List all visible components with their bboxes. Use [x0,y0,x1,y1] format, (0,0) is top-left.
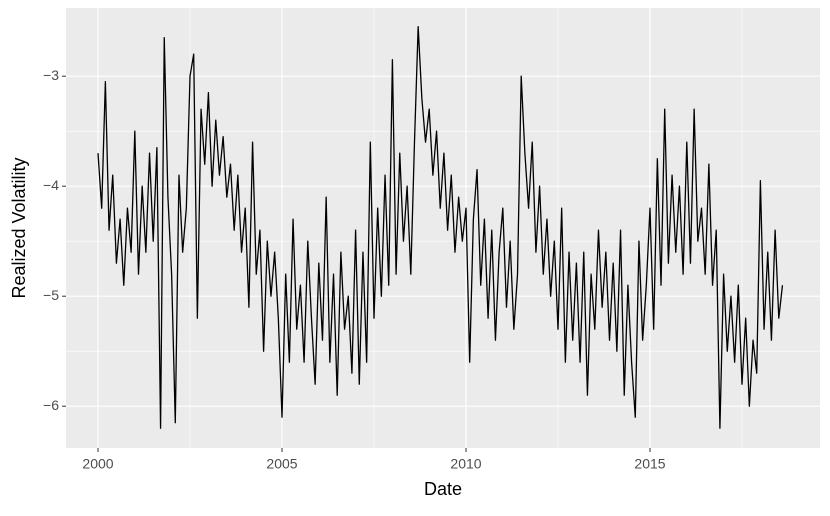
x-axis-title: Date [424,479,462,499]
y-tick-label: −5 [43,287,59,303]
x-tick-label: 2005 [266,456,297,472]
x-tick-label: 2010 [450,456,481,472]
x-tick-label: 2015 [634,456,665,472]
y-axis-title: Realized Volatility [9,157,29,298]
marks [97,26,784,429]
y-tick-label: −4 [43,177,59,193]
y-tick-label: −6 [43,397,59,413]
x-tick-label: 2000 [82,456,113,472]
y-tick-label: −3 [43,67,59,83]
line [97,26,784,429]
panel [66,8,820,448]
